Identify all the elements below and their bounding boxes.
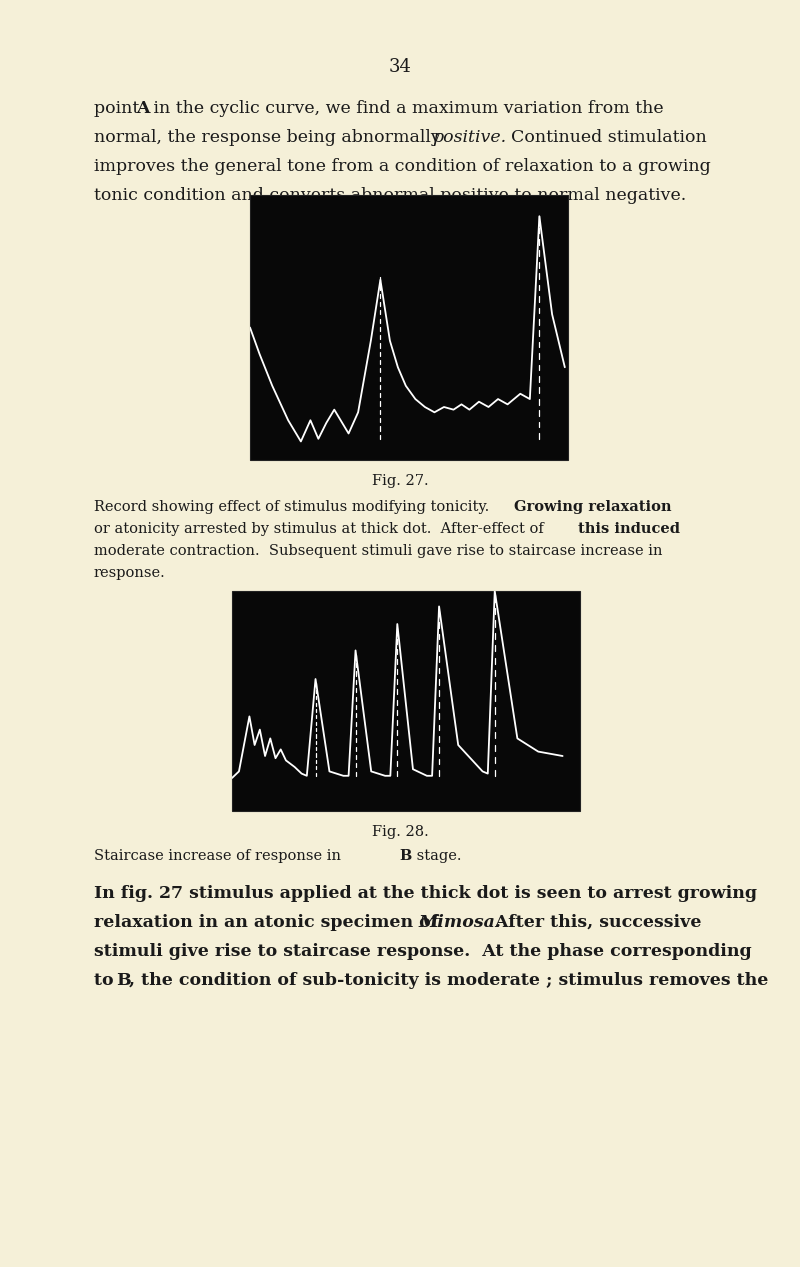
Bar: [232, 590, 580, 811]
Text: Staircase increase of response in: Staircase increase of response in: [94, 849, 346, 863]
Text: B: B: [399, 849, 411, 863]
Text: improves the general tone from a condition of relaxation to a growing: improves the general tone from a conditi…: [94, 158, 710, 175]
Text: 34: 34: [389, 58, 411, 76]
Text: Continued stimulation: Continued stimulation: [500, 129, 706, 146]
Text: Record showing effect of stimulus modifying tonicity.: Record showing effect of stimulus modify…: [94, 500, 498, 514]
Text: A: A: [136, 100, 150, 117]
Text: Growing relaxation: Growing relaxation: [514, 500, 671, 514]
Text: In fig. 27 stimulus applied at the thick dot is seen to arrest growing: In fig. 27 stimulus applied at the thick…: [94, 886, 757, 902]
Text: moderate contraction.  Subsequent stimuli gave rise to staircase increase in: moderate contraction. Subsequent stimuli…: [94, 544, 662, 557]
Text: or atonicity arrested by stimulus at thick dot.  After-effect of: or atonicity arrested by stimulus at thi…: [94, 522, 548, 536]
Text: tonic condition and converts abnormal positive to normal negative.: tonic condition and converts abnormal po…: [94, 188, 686, 204]
Text: point: point: [94, 100, 145, 117]
Text: normal, the response being abnormally: normal, the response being abnormally: [94, 129, 446, 146]
Text: in the cyclic curve, we find a maximum variation from the: in the cyclic curve, we find a maximum v…: [148, 100, 664, 117]
Text: stage.: stage.: [412, 849, 462, 863]
Text: After this, successive: After this, successive: [483, 914, 702, 931]
Text: positive.: positive.: [432, 129, 506, 146]
Text: B: B: [116, 972, 130, 990]
Text: , the condition of sub-tonicity is moderate ; stimulus removes the: , the condition of sub-tonicity is moder…: [129, 972, 768, 990]
Text: Mimosa.: Mimosa.: [419, 914, 502, 931]
Text: Fig. 28.: Fig. 28.: [372, 825, 428, 839]
Text: stimuli give rise to staircase response.  At the phase corresponding: stimuli give rise to staircase response.…: [94, 943, 752, 960]
Text: relaxation in an atonic specimen of: relaxation in an atonic specimen of: [94, 914, 444, 931]
Text: to: to: [94, 972, 120, 990]
Text: response.: response.: [94, 566, 166, 580]
Text: this induced: this induced: [578, 522, 680, 536]
Text: Fig. 27.: Fig. 27.: [372, 474, 428, 488]
Bar: [250, 195, 568, 460]
